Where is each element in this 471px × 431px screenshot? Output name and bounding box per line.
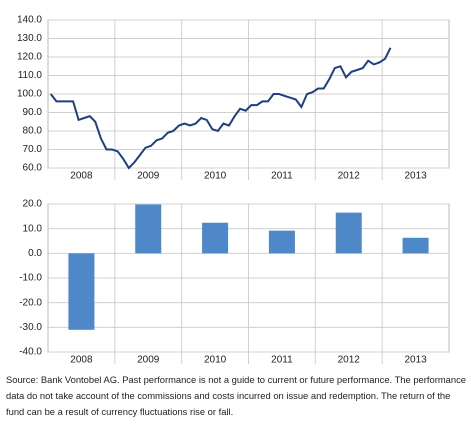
- y-tick-label: 60.0: [23, 163, 43, 174]
- bar: [402, 237, 429, 254]
- y-tick-label: 0.0: [28, 248, 42, 259]
- bar: [68, 253, 95, 330]
- x-tick-label: 2010: [204, 355, 227, 366]
- y-tick-label: 90.0: [23, 107, 43, 118]
- line-series: [50, 47, 392, 170]
- y-tick-label: 20.0: [23, 199, 43, 210]
- x-tick-label: 2008: [70, 355, 93, 366]
- x-tick-label: 2010: [204, 171, 227, 182]
- y-tick-label: -10.0: [19, 273, 42, 284]
- y-tick-label: -40.0: [19, 347, 42, 358]
- y-tick-label: 80.0: [23, 126, 43, 137]
- y-tick-label: 10.0: [23, 223, 43, 234]
- footnote: Source: Bank Vontobel AG. Past performan…: [6, 374, 466, 417]
- x-tick-label: 2009: [137, 355, 160, 366]
- x-tick-label: 2013: [404, 355, 427, 366]
- y-tick-label: -30.0: [19, 322, 42, 333]
- y-tick-label: 70.0: [23, 144, 43, 155]
- bar: [335, 212, 362, 254]
- bar: [202, 222, 229, 254]
- x-tick-label: 2009: [137, 171, 160, 182]
- charts: 60.0 70.0 80.0 90.0 100.0 110.0 120.0 130.0 140.…: [17, 15, 450, 366]
- x-tick-label: 2013: [404, 171, 427, 182]
- bar: [135, 204, 162, 254]
- y-tick-label: 110.0: [18, 70, 43, 81]
- y-tick-label: 140.0: [17, 15, 42, 26]
- bar: [268, 230, 295, 254]
- y-tick-label: 130.0: [17, 33, 42, 44]
- x-tick-label: 2008: [70, 171, 93, 182]
- y-tick-label: 120.0: [17, 52, 42, 63]
- x-tick-label: 2012: [338, 355, 361, 366]
- x-tick-label: 2012: [338, 171, 361, 182]
- y-tick-label: -20.0: [19, 297, 42, 308]
- x-tick-label: 2011: [271, 355, 293, 366]
- x-tick-label: 2011: [271, 171, 293, 182]
- y-tick-label: 100.0: [17, 89, 42, 100]
